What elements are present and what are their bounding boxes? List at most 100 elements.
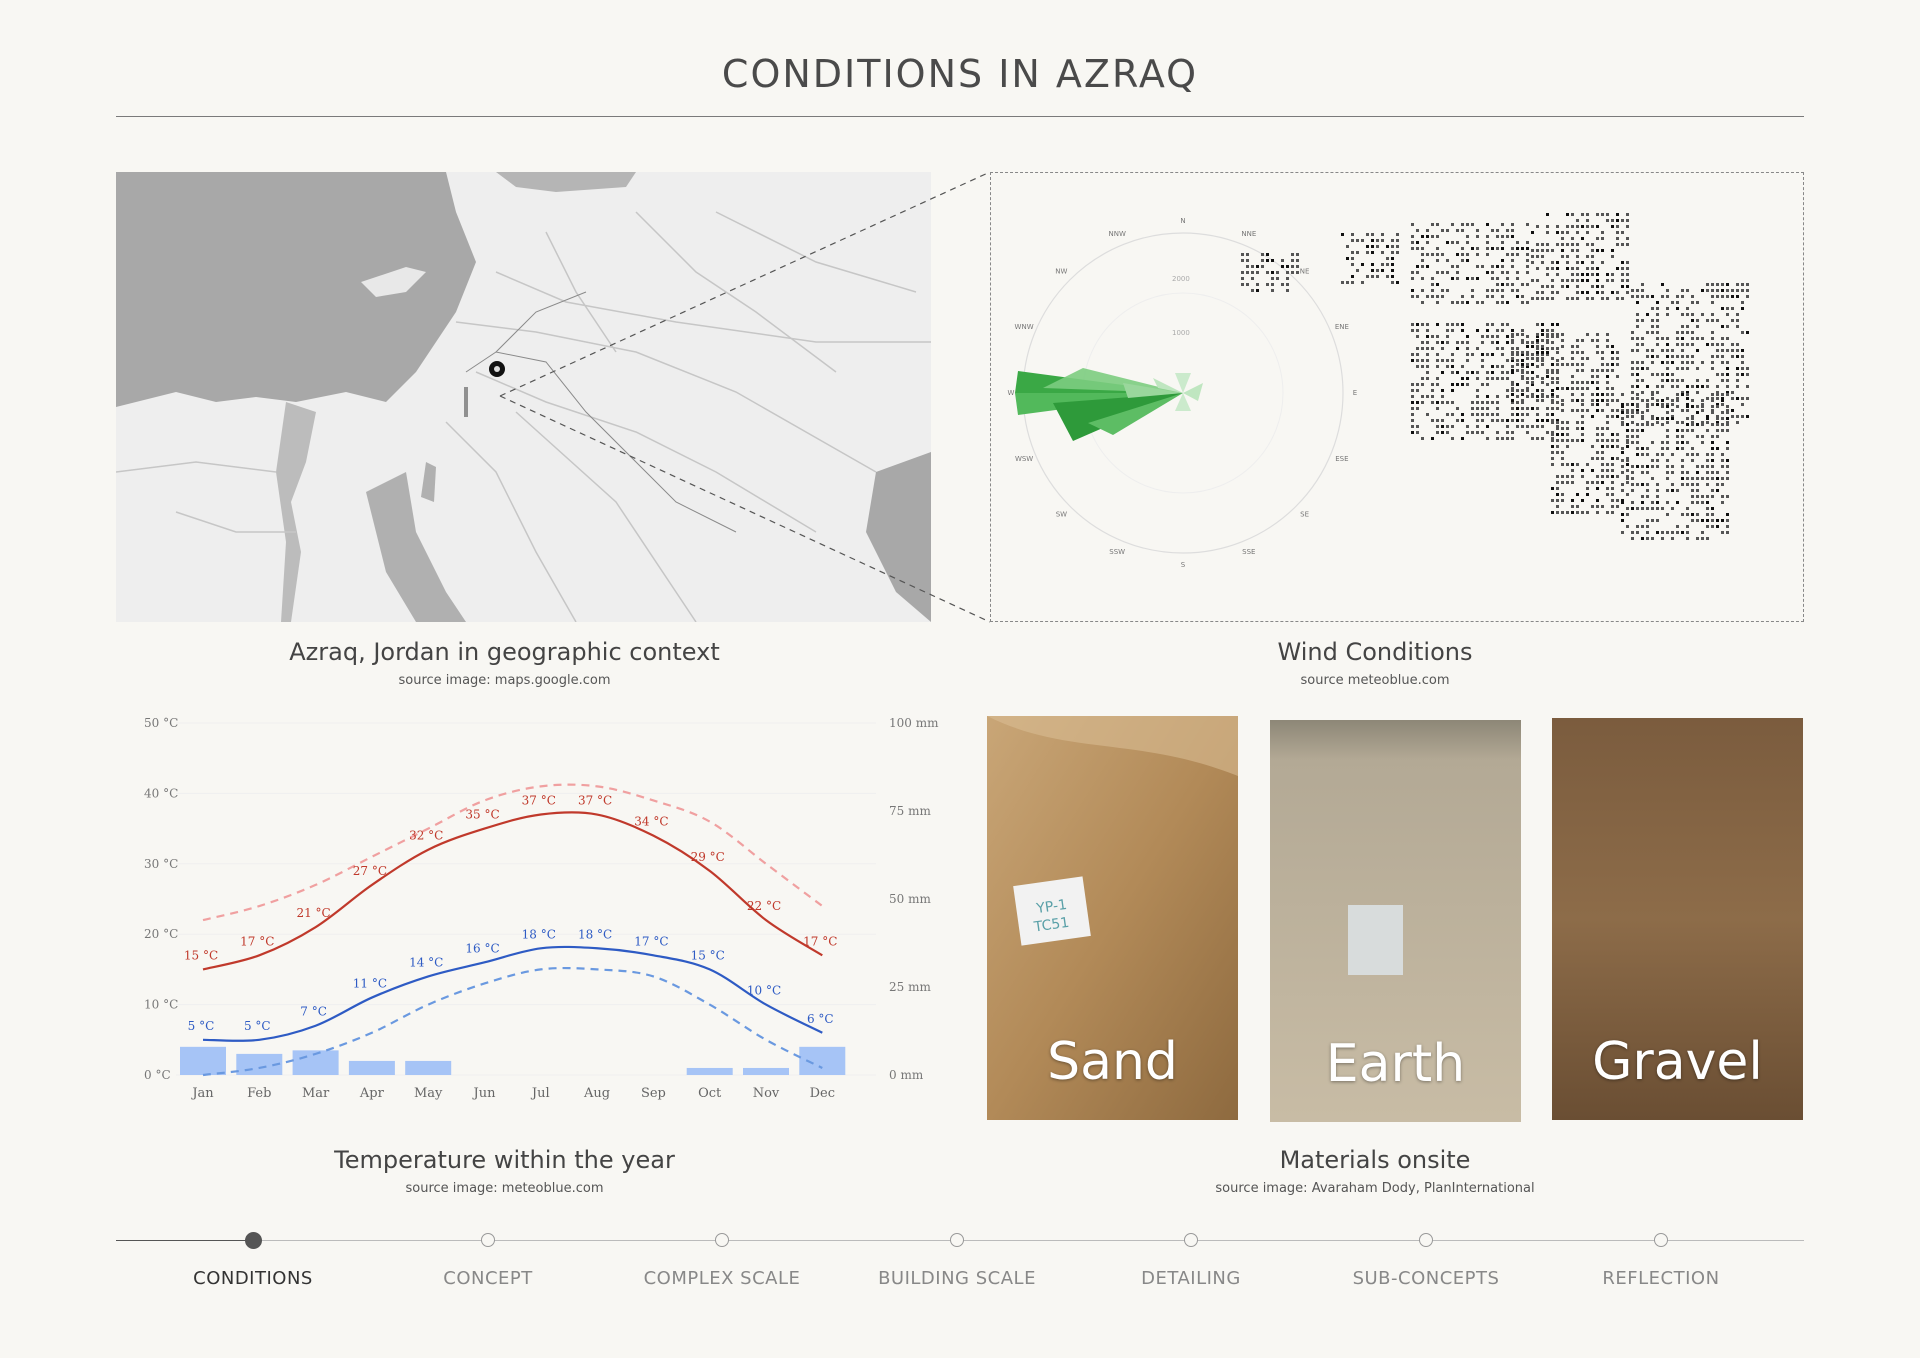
- data-label: 15 °C: [184, 948, 218, 962]
- wind-ring-label-inner: 1000: [1172, 329, 1190, 337]
- geographic-map: [116, 172, 931, 622]
- camp-site-plan: [1241, 213, 1749, 540]
- y-tick-left: 50 °C: [144, 716, 178, 730]
- data-label: 11 °C: [353, 977, 387, 991]
- materials-caption: Materials onsite: [1279, 1146, 1471, 1174]
- wind-direction-labels: N NNE NE ENE E ESE SE SSE S SSW SW WSW W WNW NW NNW: [1008, 217, 1358, 569]
- wind-direction-ese: ESE: [1335, 455, 1348, 463]
- wind-source: source meteoblue.com: [1300, 673, 1450, 688]
- wind-direction-sw: SW: [1056, 511, 1067, 519]
- data-label: 16 °C: [465, 941, 499, 955]
- material-sand: YP-1 TC51 Sand: [987, 716, 1238, 1120]
- temperature-chart: 50 °C 40 °C 30 °C 20 °C 10 °C 0 °C 100 mm 75 mm…: [144, 716, 939, 1101]
- x-tick-oct: Oct: [698, 1086, 722, 1101]
- wind-direction-nne: NNE: [1241, 230, 1256, 238]
- nav-track-progress: [116, 1240, 253, 1241]
- wind-direction-wsw: WSW: [1015, 455, 1033, 463]
- y-tick-left: 20 °C: [144, 927, 178, 941]
- data-label: 22 °C: [747, 899, 781, 913]
- nav-item-conditions[interactable]: CONDITIONS: [193, 1268, 313, 1289]
- data-label: 17 °C: [240, 934, 274, 948]
- nav-dot-2[interactable]: [715, 1233, 729, 1247]
- wind-direction-ene: ENE: [1335, 323, 1349, 331]
- nav-dot-1[interactable]: [481, 1233, 495, 1247]
- data-label: 29 °C: [691, 850, 725, 864]
- precip-bar: [405, 1060, 452, 1075]
- sand-photo: YP-1 TC51: [987, 716, 1238, 1120]
- x-tick-aug: Aug: [583, 1086, 610, 1101]
- material-earth: Earth: [1270, 720, 1521, 1122]
- x-tick-nov: Nov: [753, 1086, 780, 1101]
- precip-bar: [180, 1046, 226, 1075]
- nav-dot-5[interactable]: [1419, 1233, 1433, 1247]
- svg-text:TC51: TC51: [1032, 915, 1070, 936]
- x-tick-dec: Dec: [810, 1086, 835, 1101]
- x-tick-apr: Apr: [359, 1086, 385, 1101]
- x-tick-may: May: [414, 1086, 443, 1101]
- wind-direction-nw: NW: [1055, 267, 1067, 275]
- y-tick-right: 25 mm: [889, 980, 931, 994]
- page-title: CONDITIONS IN AZRAQ: [721, 52, 1199, 96]
- y-tick-left: 40 °C: [144, 786, 178, 800]
- wind-direction-e: E: [1353, 389, 1357, 397]
- wind-caption: Wind Conditions: [1277, 638, 1473, 666]
- x-tick-mar: Mar: [302, 1086, 330, 1101]
- data-label: 15 °C: [691, 948, 725, 962]
- material-label-sand: Sand: [1047, 1032, 1178, 1092]
- wind-ring-label-outer: 2000: [1172, 275, 1190, 283]
- y-tick-left: 10 °C: [144, 998, 178, 1012]
- wind-direction-s: S: [1181, 561, 1186, 569]
- data-label: 18 °C: [522, 927, 556, 941]
- wind-direction-n: N: [1180, 217, 1185, 225]
- data-label: 6 °C: [807, 1012, 834, 1026]
- nav-item-complex-scale[interactable]: COMPLEX SCALE: [643, 1268, 801, 1289]
- y-tick-right: 100 mm: [889, 716, 939, 730]
- nav-item-building-scale[interactable]: BUILDING SCALE: [878, 1268, 1036, 1289]
- nav-dot-3[interactable]: [950, 1233, 964, 1247]
- temperature-source: source image: meteoblue.com: [405, 1181, 604, 1196]
- data-label: 5 °C: [244, 1019, 271, 1033]
- x-tick-jan: Jan: [190, 1086, 214, 1101]
- materials-source: source image: Avaraham Dody, PlanInterna…: [1215, 1181, 1535, 1196]
- map-illustration: [116, 172, 931, 622]
- temperature-lines: [202, 783, 823, 1077]
- wind-rose-diagram: 2000 1000 N NNE NE ENE E ESE SE SSE S SSW SW WSW W WN…: [1008, 213, 1749, 569]
- nav-item-sub-concepts[interactable]: SUB-CONCEPTS: [1352, 1268, 1500, 1289]
- title-divider: [116, 116, 1804, 117]
- wind-conditions-panel: 2000 1000 N NNE NE ENE E ESE SE SSE S SSW SW WSW W WN…: [990, 172, 1804, 622]
- data-label: 35 °C: [465, 808, 499, 822]
- wind-direction-se: SE: [1300, 511, 1309, 519]
- wind-direction-wnw: WNW: [1015, 323, 1034, 331]
- y-tick-left: 30 °C: [144, 857, 178, 871]
- temperature-caption: Temperature within the year: [334, 1146, 675, 1174]
- y-tick-left: 0 °C: [144, 1068, 171, 1082]
- material-label-earth: Earth: [1325, 1034, 1466, 1094]
- material-gravel: Gravel: [1552, 718, 1803, 1120]
- svg-text:YP-1: YP-1: [1034, 897, 1068, 917]
- y-tick-right: 50 mm: [889, 892, 931, 906]
- precip-bar: [348, 1060, 395, 1075]
- map-caption: Azraq, Jordan in geographic context: [289, 638, 720, 666]
- wind-direction-ne: NE: [1300, 267, 1310, 275]
- nav-dot-0[interactable]: [245, 1232, 262, 1249]
- series-line-1: [202, 945, 823, 1042]
- data-label: 7 °C: [300, 1005, 327, 1019]
- y-tick-right: 0 mm: [889, 1068, 924, 1082]
- data-label: 27 °C: [353, 864, 387, 878]
- nav-dot-4[interactable]: [1184, 1233, 1198, 1247]
- map-source: source image: maps.google.com: [398, 673, 611, 688]
- x-tick-feb: Feb: [247, 1086, 271, 1101]
- nav-item-concept[interactable]: CONCEPT: [443, 1268, 533, 1289]
- nav-item-reflection[interactable]: REFLECTION: [1602, 1268, 1720, 1289]
- nav-item-detailing[interactable]: DETAILING: [1141, 1268, 1241, 1289]
- x-tick-sep: Sep: [641, 1086, 666, 1101]
- data-label: 10 °C: [747, 984, 781, 998]
- chart-labels: 50 °C 40 °C 30 °C 20 °C 10 °C 0 °C 100 mm 75 mm…: [144, 716, 939, 1101]
- data-label: 21 °C: [296, 906, 330, 920]
- wind-direction-sse: SSE: [1242, 548, 1255, 556]
- data-label: 37 °C: [522, 794, 556, 808]
- precip-bar: [743, 1067, 789, 1075]
- precipitation-bars: [180, 1046, 846, 1075]
- data-label: 17 °C: [803, 934, 837, 948]
- nav-dot-6[interactable]: [1654, 1233, 1668, 1247]
